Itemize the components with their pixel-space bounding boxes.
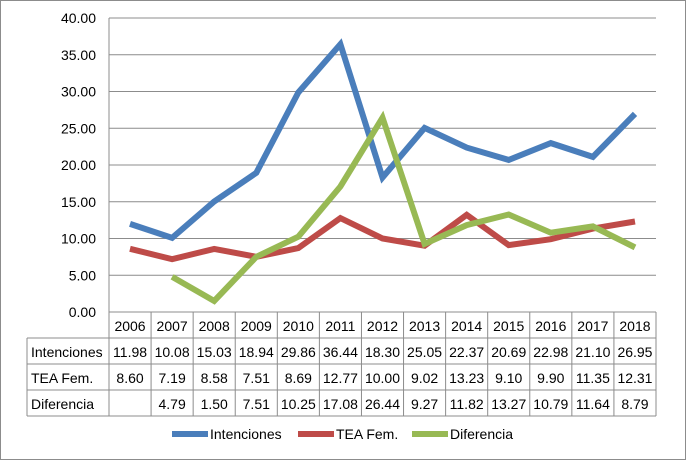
table-cell-2-1: 4.79 <box>158 396 185 412</box>
x-tick-label-2011: 2011 <box>325 318 355 334</box>
x-tick-label-2014: 2014 <box>451 318 482 334</box>
table-cell-0-9: 20.69 <box>491 344 526 360</box>
x-tick-label-2008: 2008 <box>199 318 230 334</box>
table-cell-1-9: 9.10 <box>495 370 522 386</box>
series-line-1 <box>129 211 636 263</box>
y-tick-label-0: 0.00 <box>69 304 96 320</box>
table-cell-1-8: 13.23 <box>449 370 484 386</box>
table-cell-1-10: 9.90 <box>537 370 564 386</box>
y-tick-label-5: 25.00 <box>61 120 96 136</box>
x-tick-label-2015: 2015 <box>493 318 524 334</box>
table-cell-1-12: 12.31 <box>617 370 652 386</box>
y-tick-label-8: 40.00 <box>61 10 96 26</box>
x-tick-label-2007: 2007 <box>157 318 188 334</box>
y-tick-label-2: 10.00 <box>61 231 96 247</box>
table-cell-1-4: 8.69 <box>285 370 312 386</box>
table-cell-2-7: 9.27 <box>411 396 438 412</box>
y-tick-label-4: 20.00 <box>61 157 96 173</box>
table-cell-2-9: 13.27 <box>491 396 526 412</box>
table-cell-2-12: 8.79 <box>621 396 648 412</box>
table-cell-1-2: 8.58 <box>201 370 228 386</box>
table-cell-2-5: 17.08 <box>323 396 358 412</box>
table-cell-1-3: 7.51 <box>243 370 270 386</box>
x-tick-label-2013: 2013 <box>409 318 440 334</box>
x-tick-label-2018: 2018 <box>619 318 650 334</box>
table-cell-1-0: 8.60 <box>116 370 143 386</box>
table-cell-2-4: 10.25 <box>281 396 316 412</box>
table-cell-2-3: 7.51 <box>243 396 270 412</box>
table-cell-1-1: 7.19 <box>158 370 185 386</box>
table-cell-0-6: 18.30 <box>365 344 400 360</box>
table-cell-1-7: 9.02 <box>411 370 438 386</box>
table-cell-0-1: 10.08 <box>155 344 190 360</box>
table-cell-0-7: 25.05 <box>407 344 442 360</box>
y-tick-label-1: 5.00 <box>69 267 96 283</box>
table-cell-0-4: 29.86 <box>281 344 316 360</box>
x-tick-label-2010: 2010 <box>283 318 314 334</box>
table-cell-1-6: 10.00 <box>365 370 400 386</box>
y-tick-label-6: 30.00 <box>61 84 96 100</box>
legend-label-1: TEA Fem. <box>336 426 398 442</box>
x-tick-label-2017: 2017 <box>577 318 608 334</box>
table-cell-0-10: 22.98 <box>533 344 568 360</box>
x-tick-label-2012: 2012 <box>367 318 398 334</box>
y-tick-label-7: 35.00 <box>61 47 96 63</box>
table-cell-2-2: 1.50 <box>201 396 228 412</box>
series-line-2 <box>170 110 637 305</box>
table-cell-2-8: 11.82 <box>450 396 484 412</box>
table-cell-0-8: 22.37 <box>449 344 484 360</box>
table-row-label-2: Diferencia <box>31 396 94 412</box>
series-line-0 <box>129 38 638 242</box>
table-cell-1-5: 12.77 <box>323 370 358 386</box>
table-row-label-1: TEA Fem. <box>31 370 93 386</box>
table-cell-2-11: 11.64 <box>576 396 610 412</box>
x-tick-label-2016: 2016 <box>535 318 566 334</box>
table-cell-2-10: 10.79 <box>533 396 568 412</box>
y-tick-label-3: 15.00 <box>61 194 96 210</box>
table-cell-2-6: 26.44 <box>365 396 400 412</box>
legend-label-2: Diferencia <box>450 426 513 442</box>
table-cell-0-11: 21.10 <box>575 344 610 360</box>
table-cell-0-5: 36.44 <box>323 344 358 360</box>
x-tick-label-2006: 2006 <box>114 318 145 334</box>
table-row-label-0: Intenciones <box>31 344 103 360</box>
table-cell-0-2: 15.03 <box>197 344 232 360</box>
table-cell-0-3: 18.94 <box>239 344 274 360</box>
legend-label-0: Intenciones <box>210 426 282 442</box>
table-cell-0-12: 26.95 <box>617 344 652 360</box>
table-cell-0-0: 11.98 <box>113 344 147 360</box>
x-tick-label-2009: 2009 <box>241 318 272 334</box>
table-cell-1-11: 11.35 <box>576 370 610 386</box>
